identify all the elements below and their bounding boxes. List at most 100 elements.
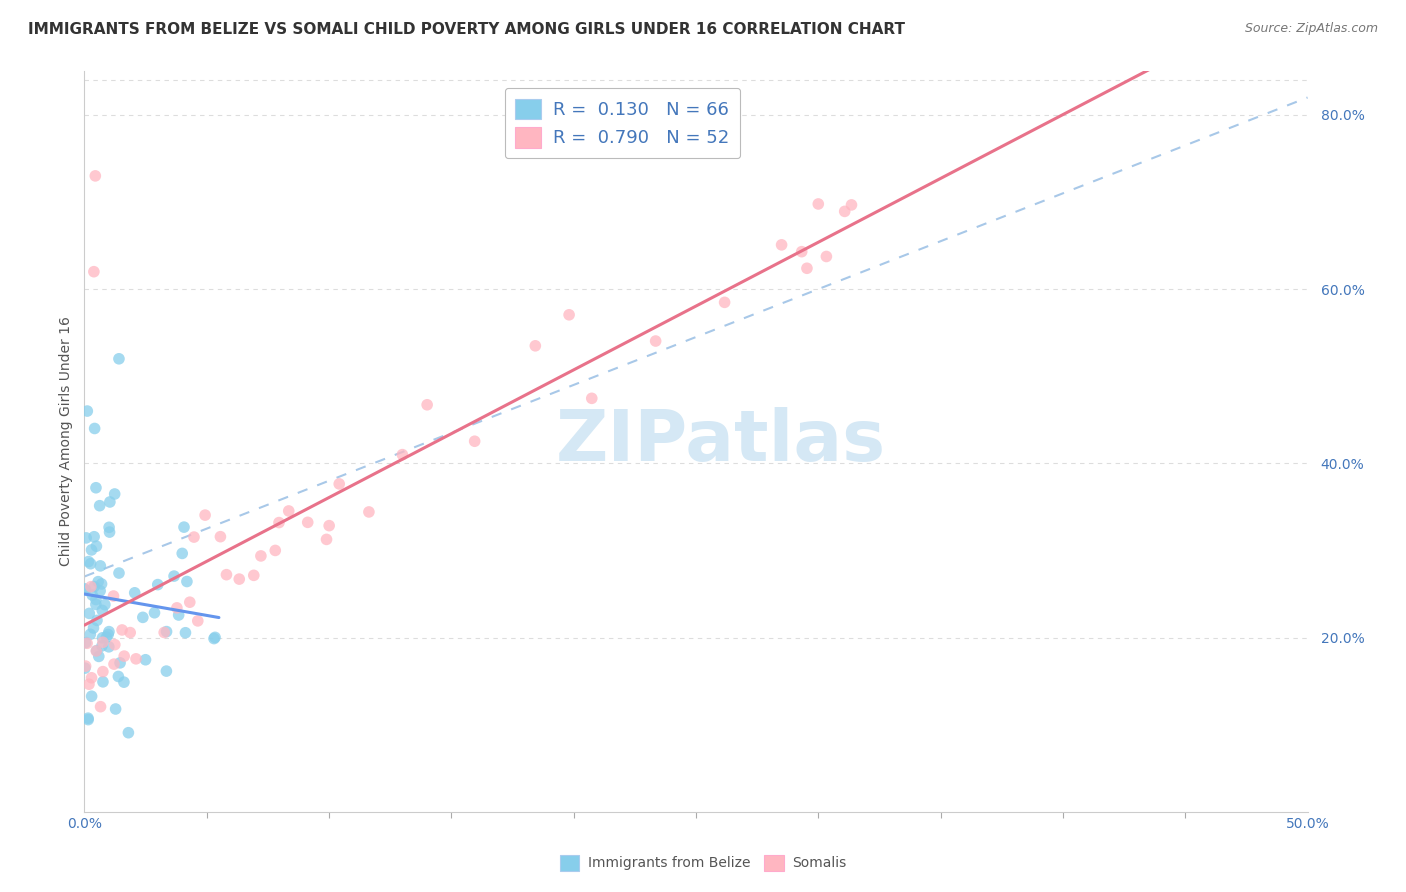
Point	[84, 592, 107, 607]
Point	[80, 543, 103, 558]
Point	[173, 520, 195, 534]
Point	[202, 632, 225, 646]
Point	[108, 351, 131, 366]
Point	[76, 636, 98, 650]
Point	[77, 711, 100, 725]
Point	[91, 665, 114, 679]
Point	[581, 392, 603, 406]
Point	[841, 198, 863, 212]
Point	[153, 625, 176, 640]
Point	[84, 481, 107, 495]
Point	[163, 569, 186, 583]
Point	[108, 566, 131, 580]
Point	[112, 675, 135, 690]
Point	[834, 204, 856, 219]
Point	[167, 607, 190, 622]
Point	[97, 640, 120, 654]
Point	[183, 530, 205, 544]
Point	[315, 533, 337, 547]
Point	[815, 250, 838, 264]
Point	[796, 261, 818, 276]
Point	[146, 577, 169, 591]
Point	[83, 265, 105, 279]
Point	[84, 169, 107, 183]
Point	[75, 531, 97, 545]
Point	[155, 664, 177, 678]
Point	[73, 582, 96, 596]
Text: ZIPatlas: ZIPatlas	[555, 407, 886, 476]
Point	[86, 643, 108, 657]
Point	[267, 516, 290, 530]
Point	[166, 600, 188, 615]
Point	[83, 580, 105, 594]
Point	[80, 580, 103, 594]
Point	[91, 674, 114, 689]
Point	[77, 555, 100, 569]
Point	[807, 197, 830, 211]
Point	[103, 589, 125, 603]
Point	[84, 598, 107, 612]
Point	[98, 495, 121, 509]
Point	[112, 649, 135, 664]
Point	[91, 639, 114, 653]
Point	[75, 582, 97, 597]
Point	[209, 530, 232, 544]
Point	[79, 607, 101, 621]
Point	[73, 661, 96, 675]
Point	[86, 613, 108, 627]
Point	[91, 635, 114, 649]
Point	[250, 549, 273, 563]
Point	[558, 308, 581, 322]
Point	[318, 518, 340, 533]
Point	[80, 671, 103, 685]
Point	[204, 631, 226, 645]
Legend: Immigrants from Belize, Somalis: Immigrants from Belize, Somalis	[554, 849, 852, 876]
Point	[242, 568, 264, 582]
Point	[83, 530, 105, 544]
Point	[103, 657, 125, 672]
Point	[84, 644, 107, 658]
Point	[82, 621, 104, 635]
Point	[87, 574, 110, 589]
Point	[76, 404, 98, 418]
Y-axis label: Child Poverty Among Girls Under 16: Child Poverty Among Girls Under 16	[59, 317, 73, 566]
Point	[117, 725, 139, 739]
Point	[770, 237, 793, 252]
Point	[194, 508, 217, 522]
Point	[172, 546, 194, 560]
Point	[264, 543, 287, 558]
Point	[87, 649, 110, 664]
Point	[90, 699, 112, 714]
Point	[179, 595, 201, 609]
Point	[107, 669, 129, 683]
Point	[328, 476, 350, 491]
Point	[277, 504, 299, 518]
Point	[89, 558, 111, 573]
Point	[89, 499, 111, 513]
Point	[79, 627, 101, 641]
Point	[82, 588, 104, 602]
Point	[89, 583, 111, 598]
Point	[80, 690, 103, 704]
Point	[391, 448, 413, 462]
Point	[790, 244, 813, 259]
Point	[135, 653, 157, 667]
Point	[644, 334, 666, 348]
Point	[125, 652, 148, 666]
Point	[357, 505, 380, 519]
Point	[464, 434, 486, 449]
Point	[108, 656, 131, 670]
Point	[104, 702, 127, 716]
Point	[96, 630, 118, 644]
Point	[524, 339, 547, 353]
Point	[83, 421, 105, 435]
Point	[143, 606, 166, 620]
Point	[91, 603, 114, 617]
Point	[132, 610, 155, 624]
Text: IMMIGRANTS FROM BELIZE VS SOMALI CHILD POVERTY AMONG GIRLS UNDER 16 CORRELATION : IMMIGRANTS FROM BELIZE VS SOMALI CHILD P…	[28, 22, 905, 37]
Point	[124, 586, 146, 600]
Point	[77, 677, 100, 691]
Text: Source: ZipAtlas.com: Source: ZipAtlas.com	[1244, 22, 1378, 36]
Point	[416, 398, 439, 412]
Point	[79, 557, 101, 571]
